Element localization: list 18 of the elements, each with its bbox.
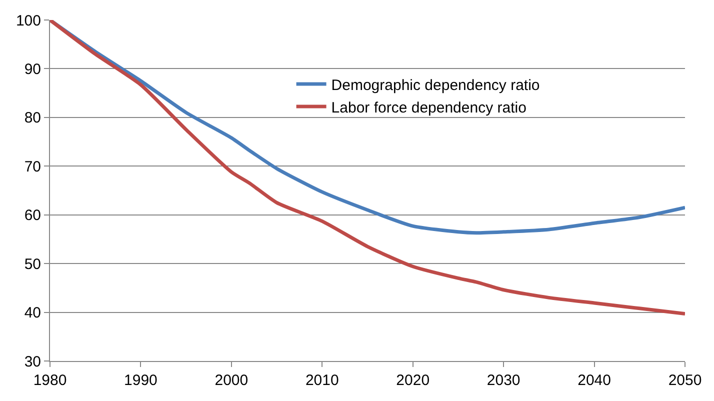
x-tick-label: 2020 [396, 372, 430, 389]
y-tick-label: 30 [24, 353, 41, 370]
x-tick-label: 2040 [578, 372, 611, 389]
x-tick-label: 2030 [486, 372, 520, 389]
x-tick-label: 1980 [33, 372, 67, 389]
y-tick-label: 100 [16, 12, 41, 30]
y-tick-label: 70 [24, 158, 41, 176]
y-tick-label: 80 [24, 110, 41, 127]
y-tick-label: 40 [24, 304, 41, 322]
y-tick-label: 50 [24, 256, 41, 273]
legend-label: Demographic dependency ratio [331, 76, 540, 94]
legend-label: Labor force dependency ratio [331, 99, 526, 116]
x-tick-label: 1990 [124, 372, 158, 389]
y-tick-label: 90 [24, 60, 41, 78]
y-tick-label: 60 [24, 207, 41, 224]
x-tick-label: 2000 [214, 372, 248, 389]
x-tick-label: 2050 [668, 372, 702, 389]
x-tick-label: 2010 [305, 372, 339, 389]
